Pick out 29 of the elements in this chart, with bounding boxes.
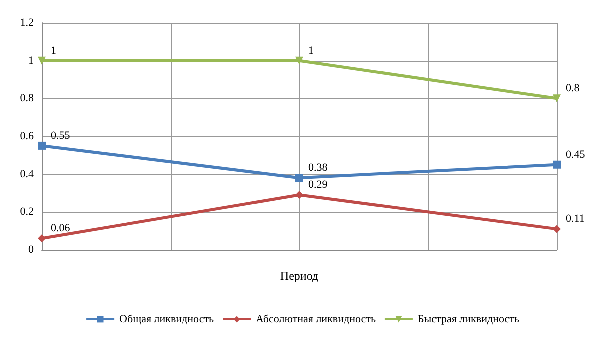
point — [38, 142, 46, 150]
data-label: 0.55 — [51, 130, 71, 142]
data-label: 0.38 — [308, 162, 328, 174]
data-label: 1 — [308, 44, 314, 57]
point — [38, 56, 46, 65]
y-tick-label: 0.8 — [20, 92, 34, 105]
data-label: 1 — [51, 44, 56, 57]
point — [296, 56, 304, 65]
point — [553, 225, 561, 234]
y-tick-label: 0.2 — [20, 206, 34, 218]
y-tick-label: 1.2 — [20, 17, 34, 29]
legend-label: Абсолютная ликвидность — [256, 314, 376, 326]
point — [296, 191, 304, 200]
legend-label: Быстрая ликвидность — [418, 314, 520, 326]
legend-label: Общая ликвидность — [120, 314, 214, 326]
data-label: 0.11 — [566, 213, 585, 226]
y-tick-label: 0 — [28, 244, 34, 256]
point — [296, 174, 304, 182]
data-label: 0.45 — [566, 148, 586, 161]
y-tick-label: 1 — [28, 54, 34, 67]
data-label: 0.29 — [308, 179, 328, 192]
point — [553, 160, 561, 169]
x-axis-title: Период — [280, 269, 319, 283]
point — [38, 234, 46, 243]
y-tick-label: 0.6 — [20, 130, 34, 142]
data-label: 0.06 — [51, 222, 71, 235]
y-tick-label: 0.4 — [20, 168, 34, 180]
data-label: 0.8 — [566, 82, 580, 95]
point — [553, 94, 561, 103]
